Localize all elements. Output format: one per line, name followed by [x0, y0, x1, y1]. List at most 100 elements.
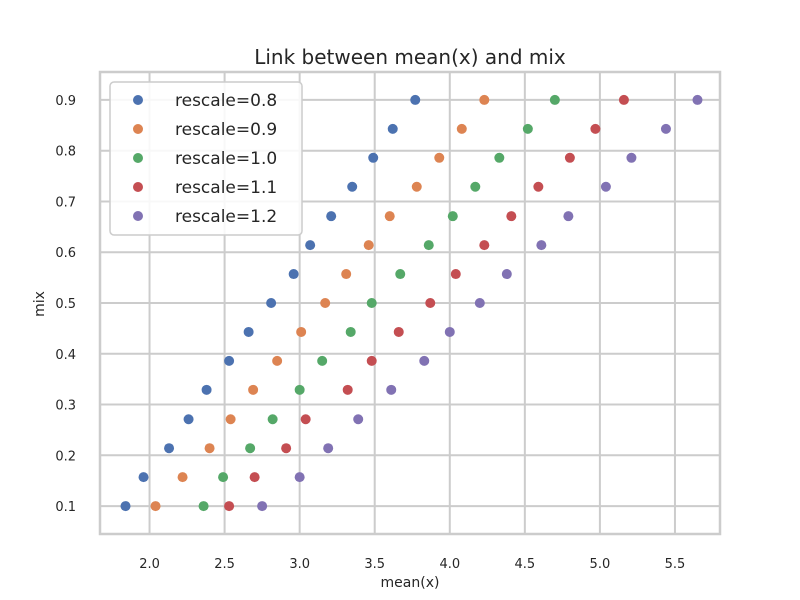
data-point-series-3 — [470, 181, 481, 192]
legend-marker — [133, 153, 143, 163]
y-axis-label: mix — [32, 291, 48, 317]
x-tick-label: 4.5 — [514, 557, 535, 572]
data-point-series-5 — [600, 181, 611, 192]
y-tick-label: 0.7 — [55, 195, 76, 210]
data-point-series-2 — [363, 240, 374, 251]
data-point-series-4 — [618, 94, 629, 105]
data-point-series-5 — [444, 326, 455, 337]
data-point-series-1 — [326, 211, 337, 222]
data-point-series-1 — [410, 94, 421, 105]
plot-frame — [98, 70, 722, 536]
x-tick-label: 5.5 — [665, 557, 686, 572]
data-point-series-4 — [479, 240, 490, 251]
data-point-series-2 — [225, 414, 236, 425]
data-point-series-5 — [563, 211, 574, 222]
data-point-series-3 — [494, 152, 505, 163]
data-point-series-2 — [456, 123, 467, 134]
data-point-series-3 — [198, 501, 209, 512]
data-point-series-1 — [243, 326, 254, 337]
y-tick-label: 0.1 — [55, 500, 76, 515]
legend-label: rescale=1.2 — [175, 207, 277, 227]
data-point-series-3 — [345, 326, 356, 337]
data-point-series-1 — [368, 152, 379, 163]
axes: 2.0 2.5 3.0 3.5 4.0 4.5 5.0 5.5 0.1 0.2 0.3 0.4 0.5 0… — [55, 70, 722, 572]
data-point-series-2 — [272, 355, 283, 366]
data-point-series-2 — [204, 443, 215, 454]
legend-label: rescale=0.8 — [175, 91, 277, 111]
data-point-series-4 — [300, 414, 311, 425]
data-point-series-1 — [201, 384, 212, 395]
data-point-series-1 — [347, 181, 358, 192]
data-point-series-4 — [425, 298, 436, 308]
legend-label: rescale=1.0 — [175, 149, 277, 169]
data-point-series-5 — [501, 269, 512, 280]
data-point-series-3 — [447, 211, 458, 222]
data-point-series-3 — [423, 240, 434, 251]
data-point-series-1 — [387, 123, 398, 134]
legend-box — [109, 81, 303, 236]
data-point-series-2 — [320, 298, 331, 308]
data-point-series-3 — [317, 355, 328, 366]
data-point-series-3 — [294, 384, 305, 395]
legend-marker — [133, 95, 143, 105]
data-point-series-4 — [366, 355, 377, 366]
data-point-series-3 — [366, 298, 377, 308]
data-point-series-3 — [549, 94, 560, 105]
data-point-series-1 — [138, 472, 149, 483]
y-tick-label: 0.6 — [55, 246, 76, 261]
x-axis-label: mean(x) — [381, 575, 440, 591]
data-point-series-2 — [296, 326, 307, 337]
y-tick-label: 0.3 — [55, 399, 76, 414]
y-tick-label: 0.2 — [55, 449, 76, 464]
legend-marker — [133, 211, 143, 221]
data-point-series-5 — [257, 501, 268, 512]
data-point-series-5 — [353, 414, 364, 425]
legend-label: rescale=1.1 — [175, 178, 277, 198]
data-point-series-5 — [294, 472, 305, 483]
data-point-series-4 — [450, 269, 461, 280]
legend-marker — [133, 182, 143, 192]
x-tick-label: 3.5 — [364, 557, 385, 572]
x-tick-label: 5.0 — [590, 557, 611, 572]
data-point-series-5 — [419, 355, 430, 366]
legend-label: rescale=0.9 — [175, 120, 277, 140]
data-points — [120, 94, 703, 512]
data-point-series-2 — [479, 94, 490, 105]
data-point-series-4 — [281, 443, 292, 454]
data-point-series-5 — [386, 384, 397, 395]
data-point-series-3 — [267, 414, 278, 425]
data-point-series-2 — [411, 181, 422, 192]
data-point-series-4 — [342, 384, 353, 395]
data-point-series-1 — [224, 355, 235, 366]
data-point-series-3 — [395, 269, 406, 280]
legend: rescale=0.8 rescale=0.9 rescale=1.0 rescale… — [109, 81, 303, 236]
y-tick-label: 0.9 — [55, 94, 76, 109]
data-point-series-2 — [150, 501, 161, 512]
data-point-series-1 — [120, 501, 131, 512]
data-point-series-3 — [522, 123, 533, 134]
data-point-series-5 — [692, 94, 703, 105]
y-tick-label: 0.8 — [55, 145, 76, 160]
data-point-series-5 — [626, 152, 637, 163]
data-point-series-2 — [177, 472, 188, 483]
data-point-series-2 — [248, 384, 259, 395]
data-point-series-4 — [393, 326, 404, 337]
data-point-series-4 — [224, 501, 235, 512]
data-point-series-1 — [305, 240, 316, 251]
chart-title: Link between mean(x) and mix — [254, 45, 566, 69]
data-point-series-4 — [590, 123, 601, 134]
data-point-series-2 — [384, 211, 395, 222]
x-tick-label: 4.0 — [439, 557, 460, 572]
y-tick-label: 0.4 — [55, 348, 76, 363]
data-point-series-4 — [533, 181, 544, 192]
legend-marker — [133, 124, 143, 134]
data-point-series-2 — [434, 152, 445, 163]
data-point-series-4 — [564, 152, 575, 163]
data-point-series-5 — [474, 298, 485, 308]
x-tick-label: 3.0 — [289, 557, 310, 572]
x-tick-label: 2.0 — [139, 557, 160, 572]
data-point-series-5 — [323, 443, 334, 454]
data-point-series-3 — [245, 443, 256, 454]
data-point-series-2 — [341, 269, 352, 280]
